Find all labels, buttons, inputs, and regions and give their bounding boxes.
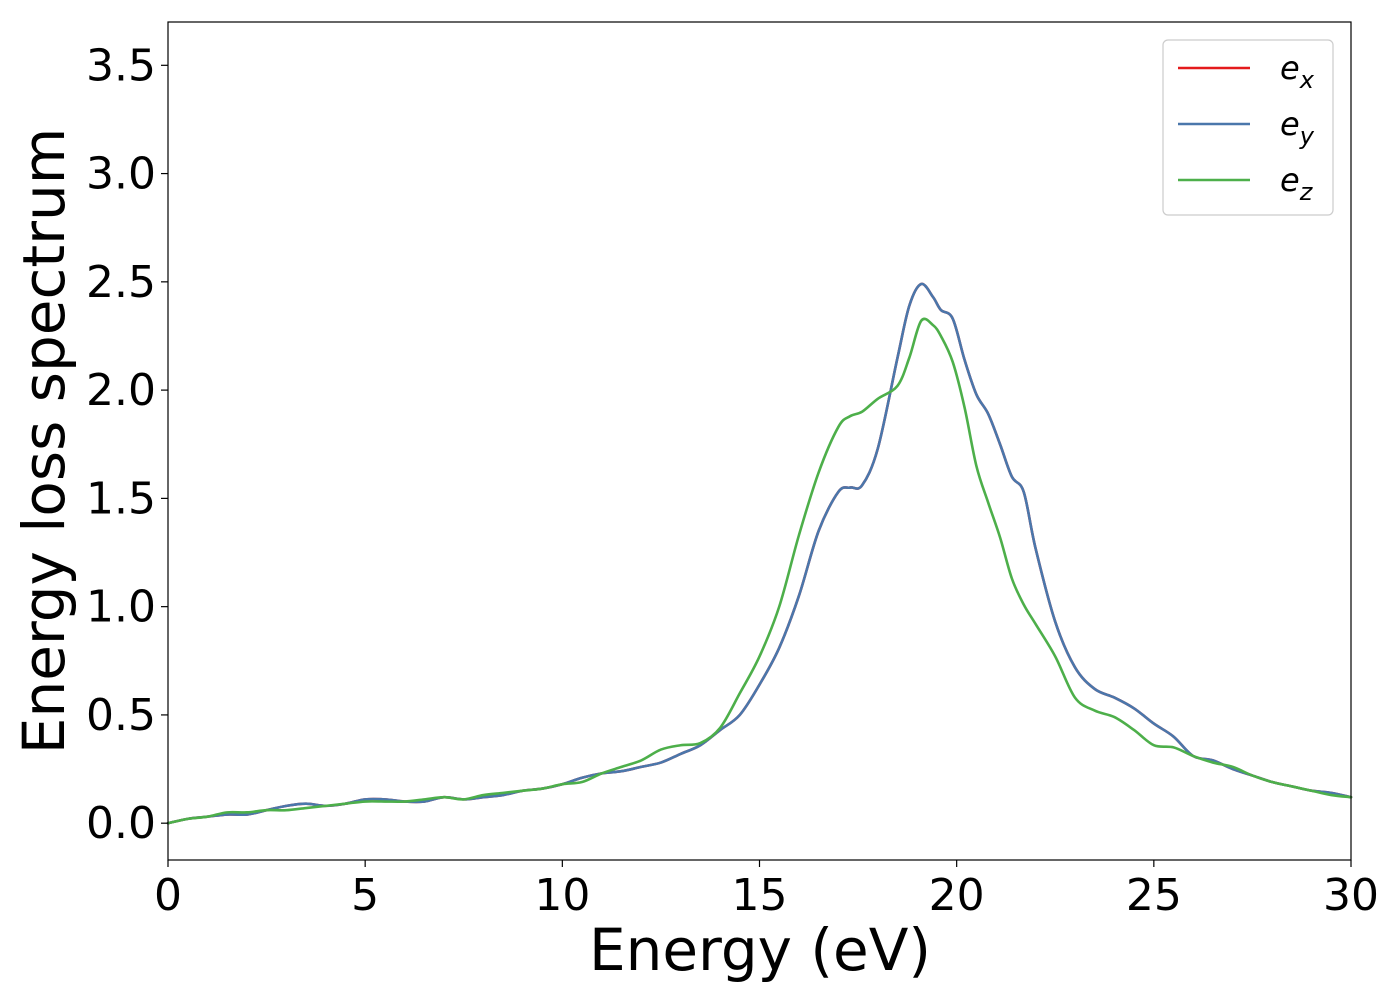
x-tick-label: 0 bbox=[154, 870, 182, 921]
series-line-z bbox=[166, 317, 1353, 825]
y-tick-label: 2.5 bbox=[86, 257, 156, 308]
legend-box bbox=[1162, 39, 1334, 216]
x-axis-label: Energy (eV) bbox=[589, 916, 931, 984]
y-tick-label: 3.5 bbox=[86, 40, 156, 91]
series-layer bbox=[166, 282, 1353, 825]
y-axis-ticks: 0.0 0.5 1.0 1.5 2.0 2.5 3.0 3.5 bbox=[86, 40, 168, 849]
series-line-y bbox=[166, 282, 1353, 825]
y-tick-label: 0.0 bbox=[86, 798, 156, 849]
x-tick-label: 5 bbox=[351, 870, 379, 921]
x-axis-ticks: 0 5 10 15 20 25 30 bbox=[154, 860, 1379, 921]
x-tick-label: 30 bbox=[1323, 870, 1379, 921]
y-tick-label: 1.0 bbox=[86, 582, 156, 633]
y-tick-label: 0.5 bbox=[86, 690, 156, 741]
x-tick-label: 15 bbox=[732, 870, 788, 921]
x-tick-label: 25 bbox=[1126, 870, 1182, 921]
y-tick-label: 3.0 bbox=[86, 149, 156, 200]
x-tick-label: 10 bbox=[534, 870, 590, 921]
x-tick-label: 20 bbox=[929, 870, 985, 921]
y-axis-label: Energy loss spectrum bbox=[10, 128, 78, 754]
y-tick-label: 1.5 bbox=[86, 473, 156, 524]
y-tick-label: 2.0 bbox=[86, 365, 156, 416]
